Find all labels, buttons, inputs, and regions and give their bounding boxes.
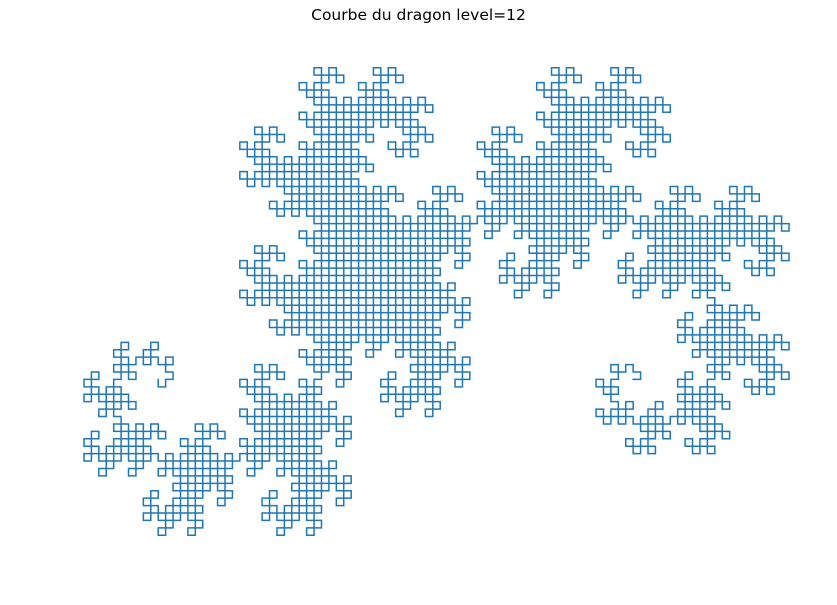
chart-title: Courbe du dragon level=12 [311,6,526,24]
dragon-curve-line [83,66,790,537]
